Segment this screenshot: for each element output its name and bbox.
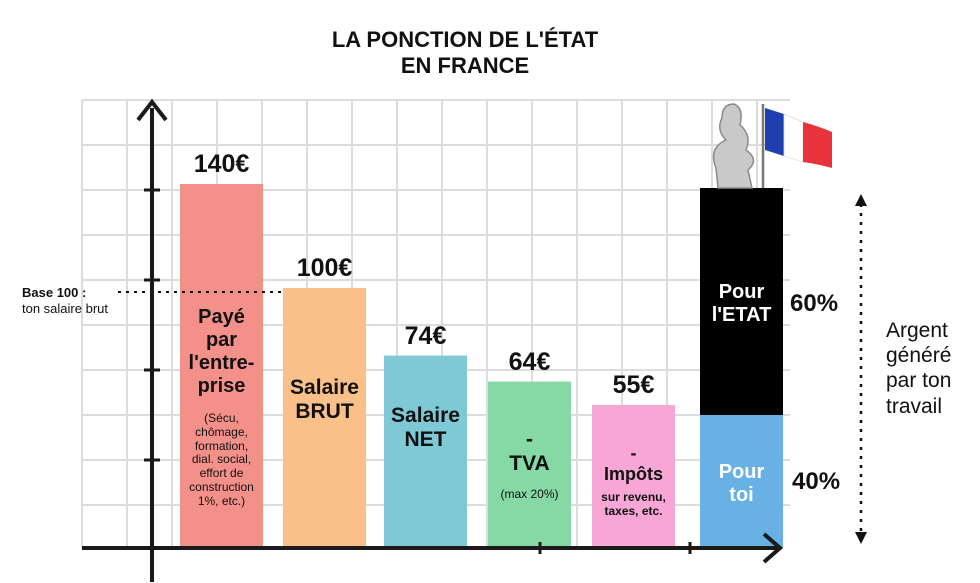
bar	[384, 355, 467, 548]
stack-bottom-percentage: 40%	[792, 468, 841, 495]
bar-value-label: 74€	[404, 321, 447, 350]
bar-sub-label: sur revenu, taxes, etc.	[601, 490, 666, 518]
y-axis-arrow-icon	[136, 98, 168, 122]
bar-value-label: 100€	[296, 254, 353, 282]
side-text: Argent généré par ton travail	[886, 318, 951, 419]
side-text-line: travail	[886, 394, 943, 418]
axes	[82, 98, 784, 582]
bar	[488, 381, 571, 548]
bar-value-label: 55€	[612, 371, 655, 399]
x-axis-arrow-icon	[762, 532, 784, 564]
bar-main-label: Salaire NET	[391, 404, 460, 452]
bar-value-label: 64€	[508, 347, 551, 376]
bar-main-label: - Impôts	[603, 443, 663, 484]
marianne-bust-icon	[712, 103, 755, 189]
arrow-down-icon	[855, 532, 867, 544]
flag-white-icon	[783, 113, 804, 163]
bar	[180, 184, 263, 548]
bar	[283, 288, 366, 548]
stack-segment-etat	[700, 188, 783, 415]
stack-segment-toi	[700, 415, 783, 548]
side-text-line: généré	[886, 344, 952, 368]
bar-value-label: 140€	[193, 150, 250, 178]
stack-top-label: Pour l'ETAT	[711, 281, 772, 326]
bar-sub-label: (Sécu, chômage, formation, dial. social,…	[189, 411, 254, 508]
bar-main-label: Payé par l'entre- prise	[188, 306, 255, 397]
bars	[180, 184, 783, 548]
base-label-1: Base 100 :	[22, 285, 87, 300]
chart-title-line2: EN FRANCE	[400, 53, 530, 78]
decorations	[118, 103, 867, 544]
arrow-up-icon	[855, 194, 867, 206]
bar-sub-label: (max 20%)	[500, 487, 559, 501]
base-label-2: ton salaire brut	[22, 301, 108, 316]
bar-main-label: Salaire BRUT	[290, 376, 359, 424]
bar-main-label: - TVA	[509, 428, 550, 476]
flag-blue-icon	[765, 108, 784, 156]
chart-title-line1: LA PONCTION DE L'ÉTAT	[331, 27, 599, 52]
side-text-line: Argent	[886, 319, 948, 342]
side-text-line: par ton	[886, 369, 952, 393]
stack-top-percentage: 60%	[790, 290, 839, 317]
stack-bottom-label: Pour toi	[718, 461, 765, 506]
bar	[592, 405, 675, 548]
flag-red-icon	[803, 122, 832, 168]
